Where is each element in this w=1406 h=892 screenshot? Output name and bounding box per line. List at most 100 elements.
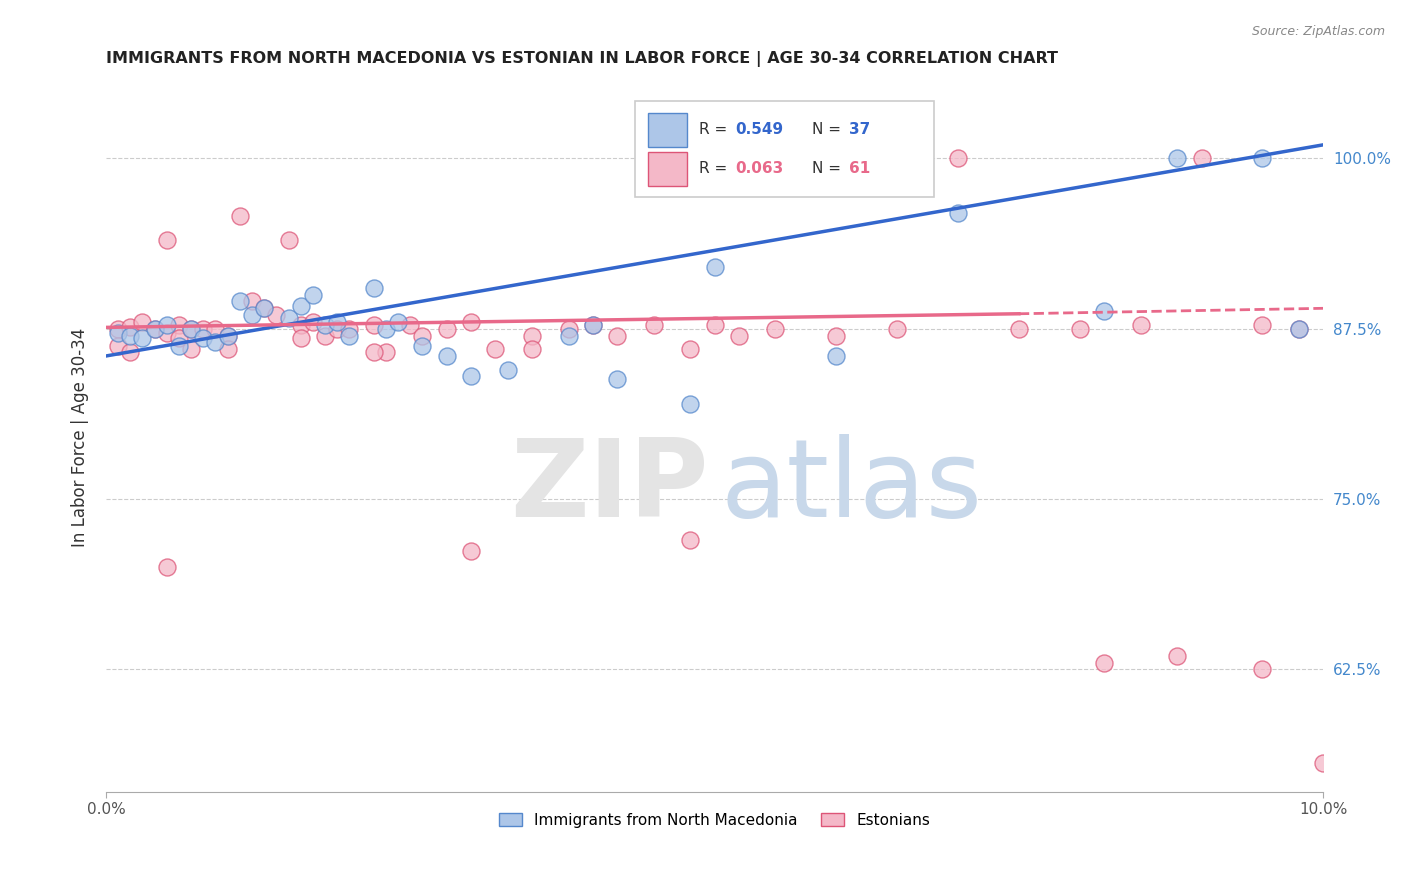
- Point: [302, 315, 325, 329]
- Point: [1166, 152, 1188, 166]
- Point: [167, 318, 190, 332]
- Point: [143, 322, 166, 336]
- Text: N =: N =: [813, 122, 846, 137]
- Point: [314, 318, 336, 332]
- Point: [217, 328, 239, 343]
- Point: [290, 299, 312, 313]
- Point: [582, 318, 605, 332]
- Point: [120, 328, 142, 343]
- Point: [411, 328, 433, 343]
- Point: [326, 315, 349, 329]
- Point: [143, 322, 166, 336]
- Point: [107, 326, 129, 340]
- Point: [363, 345, 385, 359]
- Point: [240, 294, 263, 309]
- Text: atlas: atlas: [721, 434, 983, 541]
- Point: [703, 260, 725, 275]
- Text: ZIP: ZIP: [510, 434, 709, 541]
- Point: [326, 322, 349, 336]
- Point: [156, 326, 179, 340]
- Point: [253, 301, 276, 316]
- Bar: [648, 112, 686, 146]
- Point: [606, 372, 628, 386]
- Point: [557, 322, 579, 336]
- Point: [180, 322, 202, 336]
- FancyBboxPatch shape: [636, 101, 934, 197]
- Point: [277, 233, 299, 247]
- Text: Source: ZipAtlas.com: Source: ZipAtlas.com: [1251, 25, 1385, 38]
- Point: [557, 328, 579, 343]
- Point: [1312, 756, 1334, 771]
- Point: [314, 328, 336, 343]
- Point: [180, 342, 202, 356]
- Point: [460, 315, 482, 329]
- Point: [606, 328, 628, 343]
- Point: [728, 328, 751, 343]
- Point: [229, 294, 252, 309]
- Point: [229, 209, 252, 223]
- Point: [167, 331, 190, 345]
- Point: [1092, 656, 1115, 670]
- Point: [460, 369, 482, 384]
- Point: [946, 206, 969, 220]
- Point: [204, 322, 226, 336]
- Point: [253, 301, 276, 316]
- Point: [1069, 322, 1091, 336]
- Point: [337, 322, 360, 336]
- Bar: [648, 152, 686, 186]
- Point: [302, 287, 325, 301]
- Point: [1191, 152, 1213, 166]
- Point: [156, 560, 179, 574]
- Point: [1251, 662, 1274, 676]
- Text: 0.063: 0.063: [735, 161, 783, 176]
- Point: [337, 328, 360, 343]
- Point: [1092, 304, 1115, 318]
- Point: [484, 342, 506, 356]
- Point: [1008, 322, 1031, 336]
- Point: [679, 397, 702, 411]
- Point: [156, 233, 179, 247]
- Point: [120, 345, 142, 359]
- Point: [1251, 318, 1274, 332]
- Point: [363, 318, 385, 332]
- Point: [363, 281, 385, 295]
- Point: [886, 322, 908, 336]
- Point: [107, 339, 129, 353]
- Text: IMMIGRANTS FROM NORTH MACEDONIA VS ESTONIAN IN LABOR FORCE | AGE 30-34 CORRELATI: IMMIGRANTS FROM NORTH MACEDONIA VS ESTON…: [105, 51, 1057, 67]
- Text: 61: 61: [848, 161, 870, 176]
- Point: [1251, 152, 1274, 166]
- Point: [825, 328, 848, 343]
- Legend: Immigrants from North Macedonia, Estonians: Immigrants from North Macedonia, Estonia…: [494, 806, 936, 834]
- Point: [679, 342, 702, 356]
- Point: [436, 322, 458, 336]
- Text: R =: R =: [699, 161, 733, 176]
- Point: [460, 544, 482, 558]
- Point: [496, 362, 519, 376]
- Point: [1166, 648, 1188, 663]
- Point: [374, 345, 396, 359]
- Point: [1288, 322, 1310, 336]
- Point: [387, 315, 409, 329]
- Point: [679, 533, 702, 547]
- Point: [520, 328, 543, 343]
- Point: [180, 322, 202, 336]
- Point: [1288, 322, 1310, 336]
- Point: [156, 318, 179, 332]
- Point: [266, 308, 288, 322]
- Point: [193, 331, 215, 345]
- Point: [946, 152, 969, 166]
- Point: [131, 315, 153, 329]
- Point: [411, 339, 433, 353]
- Point: [582, 318, 605, 332]
- Point: [643, 318, 665, 332]
- Y-axis label: In Labor Force | Age 30-34: In Labor Force | Age 30-34: [72, 328, 89, 548]
- Point: [1129, 318, 1152, 332]
- Point: [765, 322, 787, 336]
- Point: [217, 328, 239, 343]
- Point: [290, 331, 312, 345]
- Point: [290, 318, 312, 332]
- Point: [204, 335, 226, 350]
- Text: 37: 37: [848, 122, 870, 137]
- Text: 0.549: 0.549: [735, 122, 783, 137]
- Point: [436, 349, 458, 363]
